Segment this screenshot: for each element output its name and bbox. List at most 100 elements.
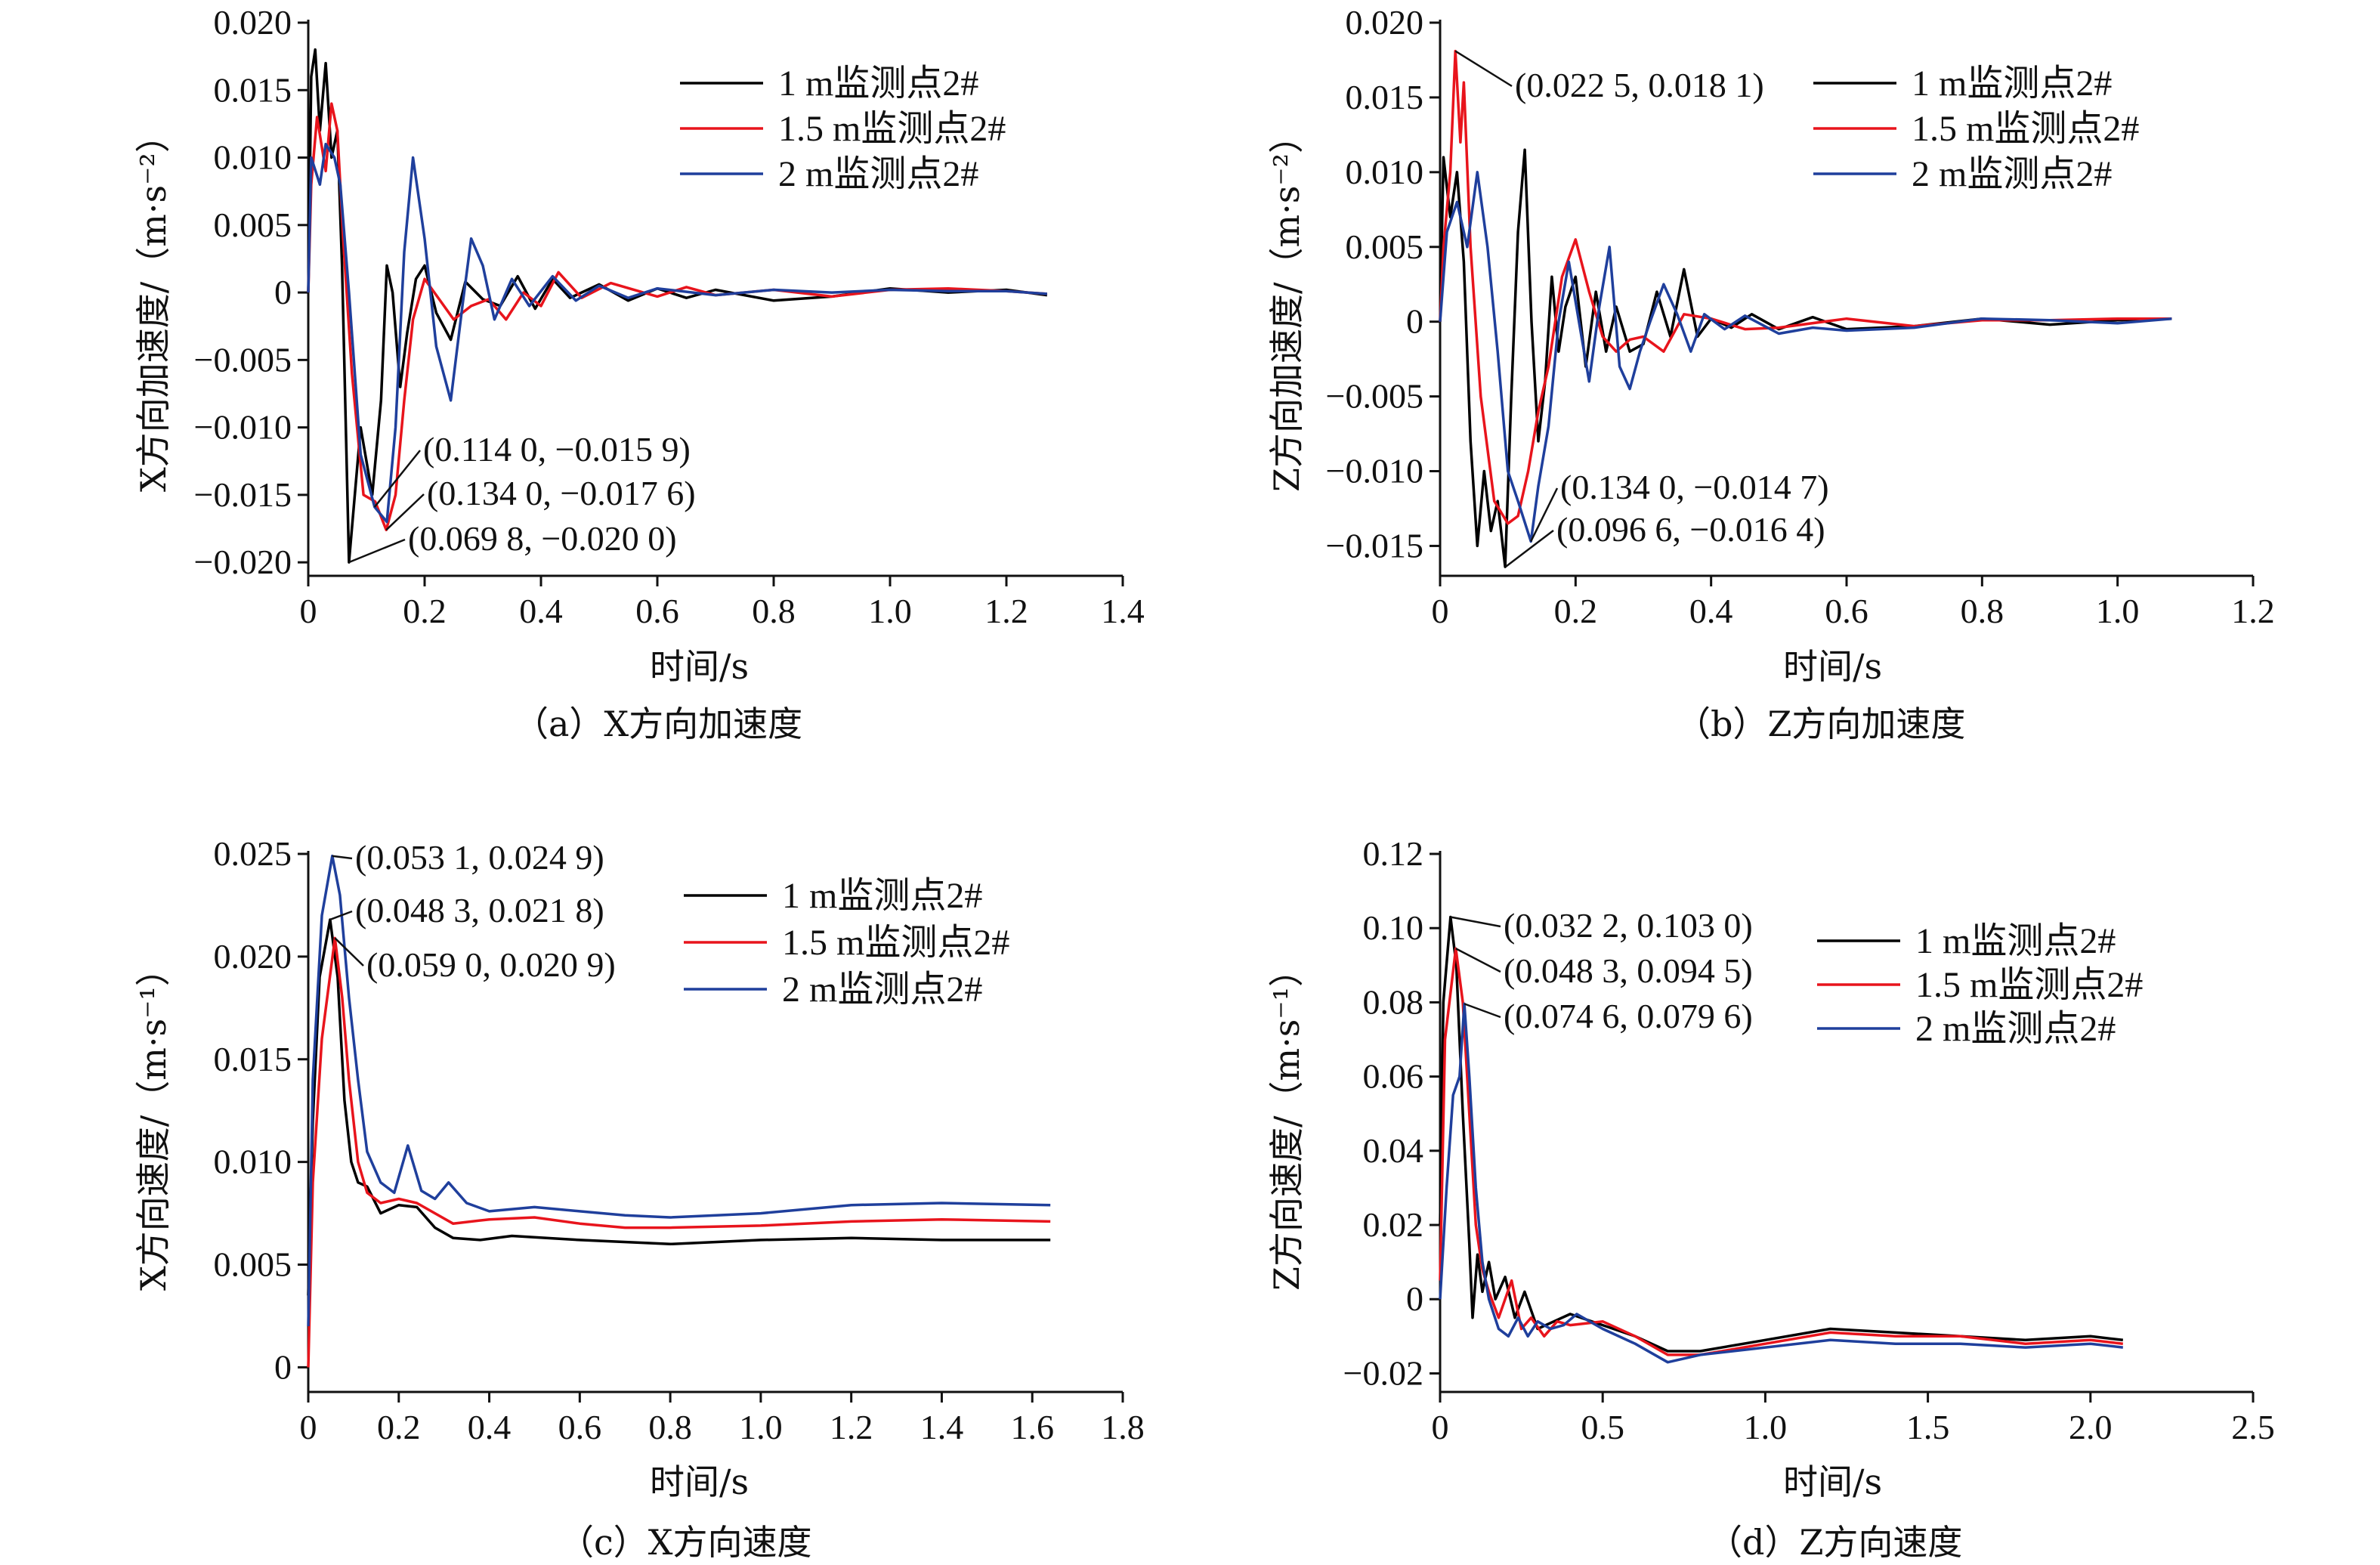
chart-a-annotation-label: (0.114 0, −0.015 9) bbox=[423, 430, 691, 469]
chart-c-x-tick-label: 1.0 bbox=[739, 1408, 783, 1446]
chart-a-x-tick-label: 0.8 bbox=[752, 592, 796, 630]
chart-a-annotation-label: (0.134 0, −0.017 6) bbox=[427, 474, 696, 512]
chart-b-series-line-3 bbox=[1439, 171, 2172, 543]
chart-c-y-tick-label: 0.010 bbox=[214, 1143, 292, 1181]
chart-d-x-tick-label: 1.5 bbox=[1906, 1408, 1950, 1446]
chart-c-y-tick-label: 0.025 bbox=[214, 834, 292, 873]
chart-d-ylabel: Z方向速度/（m·s⁻¹） bbox=[1266, 951, 1307, 1291]
chart-a-x-tick-label: 1.0 bbox=[868, 592, 912, 630]
chart-d-series-line-3 bbox=[1439, 1002, 2123, 1364]
chart-b-xlabel: 时间/s bbox=[1783, 646, 1883, 687]
chart-b-y-tick-label: 0 bbox=[1406, 302, 1423, 341]
chart-c-annotation-leader bbox=[329, 910, 353, 921]
chart-c-annotation-label: (0.048 3, 0.021 8) bbox=[355, 891, 604, 929]
chart-a-y-tick-label: −0.020 bbox=[194, 543, 292, 581]
chart-c-x-tick-label: 1.2 bbox=[830, 1408, 873, 1446]
chart-d-annotation-leader bbox=[1455, 948, 1501, 973]
chart-b-annotation-leader bbox=[1530, 487, 1559, 543]
chart-c-annotation-label: (0.053 1, 0.024 9) bbox=[355, 838, 604, 877]
chart-d-x-tick-label: 0 bbox=[1432, 1408, 1449, 1446]
chart-b-title: （b）Z方向加速度 bbox=[1676, 704, 1966, 744]
chart-a-y-tick-label: −0.015 bbox=[194, 475, 292, 514]
chart-b-annotation-leader bbox=[1454, 50, 1513, 88]
chart-d-y-tick-label: 0.08 bbox=[1363, 982, 1424, 1021]
chart-d-title: （d）Z方向速度 bbox=[1708, 1522, 1963, 1563]
chart-c-y-tick-label: 0.020 bbox=[214, 937, 292, 976]
chart-c-series-line-3 bbox=[307, 854, 1051, 1327]
chart-d-xlabel: 时间/s bbox=[1783, 1461, 1883, 1502]
chart-d-y-tick-label: 0 bbox=[1406, 1279, 1423, 1318]
chart-d-annotation-label: (0.032 2, 0.103 0) bbox=[1504, 906, 1753, 945]
chart-b-annotation-leader bbox=[1504, 530, 1554, 568]
chart-b-x-tick-label: 0 bbox=[1432, 592, 1449, 630]
chart-d-legend-label-3: 2 m监测点2# bbox=[1915, 1009, 2116, 1049]
chart-a-legend-label-1: 1 m监测点2# bbox=[778, 63, 978, 104]
chart-a-y-tick-label: −0.010 bbox=[194, 408, 292, 447]
chart-b-x-tick-label: 1.2 bbox=[2231, 592, 2275, 630]
chart-c-x-tick-label: 0.8 bbox=[648, 1408, 692, 1446]
chart-d-annotation-label: (0.048 3, 0.094 5) bbox=[1504, 951, 1753, 990]
chart-b-x-tick-label: 0.6 bbox=[1825, 592, 1868, 630]
chart-d-annotation-leader bbox=[1450, 916, 1501, 928]
chart-a-y-tick-label: 0.015 bbox=[214, 70, 292, 109]
chart-b-annotation-label: (0.096 6, −0.016 4) bbox=[1556, 510, 1825, 549]
chart-c-x-tick-label: 0 bbox=[300, 1408, 317, 1446]
chart-c-x-tick-label: 1.6 bbox=[1010, 1408, 1054, 1446]
chart-a-y-tick-label: 0.010 bbox=[214, 138, 292, 177]
chart-b-x-tick-label: 1.0 bbox=[2096, 592, 2140, 630]
chart-b-y-tick-label: −0.005 bbox=[1326, 377, 1423, 416]
chart-a-xlabel: 时间/s bbox=[650, 646, 750, 687]
chart-b-x-tick-label: 0.4 bbox=[1689, 592, 1733, 630]
chart-a-legend-label-2: 1.5 m监测点2# bbox=[778, 109, 1006, 149]
chart-a-x-tick-label: 0 bbox=[300, 592, 317, 630]
chart-c-y-tick-label: 0.015 bbox=[214, 1040, 292, 1078]
chart-d-y-tick-label: 0.04 bbox=[1363, 1131, 1424, 1170]
chart-d-x-tick-label: 0.5 bbox=[1581, 1408, 1624, 1446]
chart-d-series-line-1 bbox=[1439, 915, 2124, 1353]
chart-d-x-tick-label: 2.0 bbox=[2069, 1408, 2113, 1446]
chart-c-x-tick-label: 0.2 bbox=[377, 1408, 421, 1446]
chart-a-x-tick-label: 1.2 bbox=[984, 592, 1028, 630]
chart-d-legend-label-2: 1.5 m监测点2# bbox=[1915, 965, 2143, 1005]
chart-a-annotation-leader bbox=[373, 450, 421, 508]
chart-d-annotation-label: (0.074 6, 0.079 6) bbox=[1504, 997, 1753, 1035]
chart-b-y-tick-label: −0.015 bbox=[1326, 526, 1423, 564]
chart-c-x-tick-label: 0.4 bbox=[468, 1408, 512, 1446]
chart-d-y-tick-label: 0.12 bbox=[1363, 834, 1424, 873]
chart-b-y-tick-label: −0.010 bbox=[1326, 452, 1423, 490]
chart-d-legend-label-1: 1 m监测点2# bbox=[1915, 921, 2116, 961]
chart-a-annotation-label: (0.069 8, −0.020 0) bbox=[408, 519, 677, 558]
chart-b-y-tick-label: 0.010 bbox=[1346, 153, 1424, 191]
chart-a-y-tick-label: 0.020 bbox=[214, 3, 292, 42]
chart-b-y-tick-label: 0.020 bbox=[1346, 3, 1424, 42]
chart-c-series-line-2 bbox=[307, 936, 1051, 1368]
chart-c-x-tick-label: 0.6 bbox=[558, 1408, 602, 1446]
chart-c-legend-label-1: 1 m监测点2# bbox=[782, 876, 982, 916]
chart-d-x-tick-label: 1.0 bbox=[1744, 1408, 1788, 1446]
chart-a-x-tick-label: 0.4 bbox=[519, 592, 563, 630]
chart-d-y-tick-label: 0.10 bbox=[1363, 908, 1424, 947]
chart-d-annotation-leader bbox=[1464, 1003, 1501, 1019]
chart-a-y-tick-label: −0.005 bbox=[194, 340, 292, 379]
chart-c-y-tick-label: 0 bbox=[274, 1347, 292, 1386]
chart-a-annotation-leader bbox=[348, 538, 406, 564]
chart-a-y-tick-label: 0.005 bbox=[214, 206, 292, 244]
chart-c-annotation-leader bbox=[334, 937, 364, 967]
chart-c-legend-label-2: 1.5 m监测点2# bbox=[782, 923, 1009, 963]
chart-b-legend-label-2: 1.5 m监测点2# bbox=[1912, 109, 2139, 149]
chart-b-y-tick-label: 0.015 bbox=[1346, 78, 1424, 116]
chart-a-x-tick-label: 1.4 bbox=[1101, 592, 1145, 630]
chart-d-series-line-2 bbox=[1439, 947, 2123, 1356]
chart-c-annotation-label: (0.059 0, 0.020 9) bbox=[366, 945, 616, 984]
chart-c-x-tick-label: 1.4 bbox=[920, 1408, 964, 1446]
chart-c-legend-label-3: 2 m监测点2# bbox=[782, 970, 982, 1010]
chart-c-y-tick-label: 0.005 bbox=[214, 1245, 292, 1284]
chart-b-series-line-2 bbox=[1439, 49, 2172, 525]
chart-b-x-tick-label: 0.8 bbox=[1961, 592, 2004, 630]
chart-a-series-line-3 bbox=[307, 142, 1048, 524]
chart-d-y-tick-label: 0.02 bbox=[1363, 1205, 1424, 1244]
